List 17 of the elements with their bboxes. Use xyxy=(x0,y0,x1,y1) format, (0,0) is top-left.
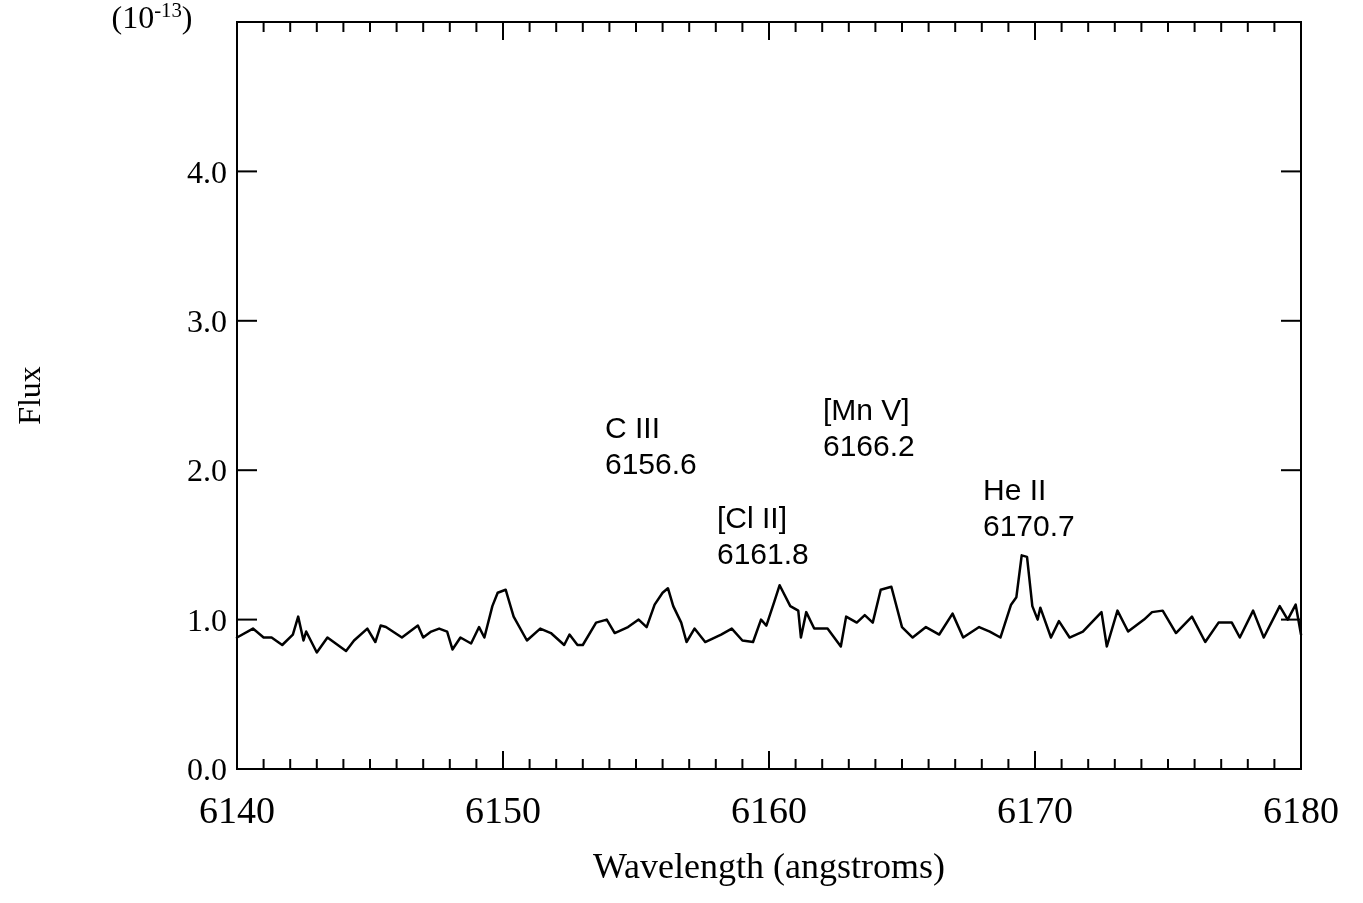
y-tick-label: 2.0 xyxy=(187,452,227,489)
x-axis-title: Wavelength (angstroms) xyxy=(592,846,946,886)
y-tick-label: 1.0 xyxy=(187,601,227,638)
annotation: [Mn V] 6166.2 xyxy=(823,393,915,462)
y-tick-label: 4.0 xyxy=(187,153,227,190)
y-axis-title: Flux xyxy=(11,366,47,425)
annotation: He II 6170.7 xyxy=(983,473,1075,542)
annotation: C III 6156.6 xyxy=(605,411,697,480)
x-tick-label: 6180 xyxy=(1263,789,1339,831)
x-tick-label: 6140 xyxy=(199,789,275,831)
text: (10$^{-13}$) xyxy=(111,0,193,35)
y-tick-label: 3.0 xyxy=(187,303,227,339)
annotation: [Cl II] 6161.8 xyxy=(717,501,809,570)
x-tick-label: 6150 xyxy=(465,789,541,831)
y-tick-label: 0.0 xyxy=(187,751,227,788)
x-tick-label: 6160 xyxy=(731,789,807,831)
x-tick-label: 6170 xyxy=(997,789,1073,831)
